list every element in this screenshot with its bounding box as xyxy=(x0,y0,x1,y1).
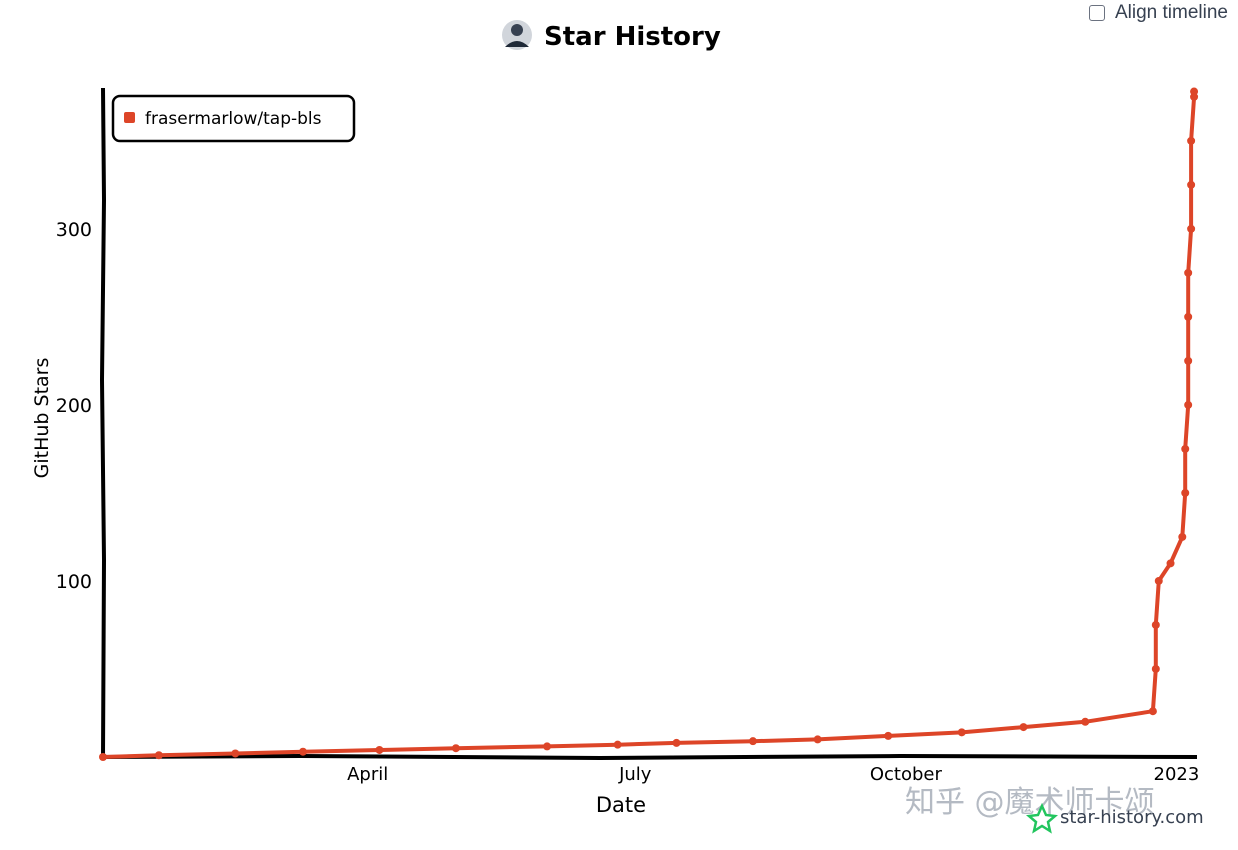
data-point xyxy=(1190,87,1199,96)
data-point xyxy=(884,731,893,740)
align-timeline-label: Align timeline xyxy=(1115,2,1228,23)
data-point xyxy=(1148,707,1157,716)
data-point xyxy=(1151,664,1160,673)
align-timeline-checkbox[interactable] xyxy=(1089,5,1105,21)
legend-entry: frasermarlow/tap-bls xyxy=(145,109,322,129)
data-point xyxy=(543,742,552,751)
x-ticks: April July October 2023 xyxy=(347,764,1199,785)
data-point xyxy=(1178,532,1187,541)
chart-title: Star History xyxy=(544,22,721,52)
x-tick-label: July xyxy=(618,764,652,785)
zhihu-watermark: 知乎 @魔术师卡颂 xyxy=(905,785,1155,820)
data-point xyxy=(1154,576,1163,585)
data-point xyxy=(1184,268,1193,277)
y-axis-label: GitHub Stars xyxy=(31,358,53,479)
data-point xyxy=(231,749,240,758)
data-point xyxy=(99,753,107,761)
x-tick-label: 2023 xyxy=(1154,764,1200,785)
legend-swatch xyxy=(124,112,135,123)
data-point xyxy=(748,737,757,746)
data-point xyxy=(1187,136,1196,145)
data-point xyxy=(1187,224,1196,233)
series-layer xyxy=(99,87,1199,761)
site-watermark-text: star-history.com xyxy=(1060,807,1204,828)
avatar-body-shape xyxy=(505,41,529,47)
data-point xyxy=(957,728,966,737)
data-point xyxy=(1184,312,1193,321)
data-point xyxy=(1181,444,1190,453)
data-point xyxy=(298,747,307,756)
star-logo-icon xyxy=(1026,802,1058,834)
x-axis-line xyxy=(102,753,1198,761)
data-point xyxy=(672,738,681,747)
legend: frasermarlow/tap-bls xyxy=(111,94,356,143)
data-point xyxy=(375,745,384,754)
data-point xyxy=(813,735,822,744)
data-point xyxy=(154,751,163,760)
y-ticks: 100 200 300 xyxy=(56,219,92,593)
y-tick-label: 300 xyxy=(56,219,92,241)
x-tick-label: April xyxy=(347,764,388,785)
x-tick-label: October xyxy=(870,764,943,785)
series-line xyxy=(102,91,1197,759)
y-axis-line xyxy=(99,87,107,758)
data-point xyxy=(1181,488,1190,497)
x-axis-label: Date xyxy=(596,793,646,817)
site-watermark: star-history.com xyxy=(1026,802,1204,834)
chart-header: Star History xyxy=(502,20,721,52)
data-point xyxy=(1019,723,1028,732)
data-point xyxy=(1081,717,1090,726)
data-point xyxy=(1151,620,1160,629)
data-point xyxy=(613,740,622,749)
y-tick-label: 200 xyxy=(56,395,92,417)
data-point xyxy=(1166,559,1175,568)
data-point xyxy=(1184,356,1193,365)
axes xyxy=(99,87,1198,761)
y-tick-label: 100 xyxy=(56,571,92,593)
data-point xyxy=(451,744,460,753)
align-timeline-control[interactable]: Align timeline xyxy=(1089,2,1228,24)
data-point xyxy=(1184,400,1193,409)
legend-box xyxy=(111,94,356,143)
avatar-head-shape xyxy=(511,24,523,36)
data-point xyxy=(1187,180,1196,189)
